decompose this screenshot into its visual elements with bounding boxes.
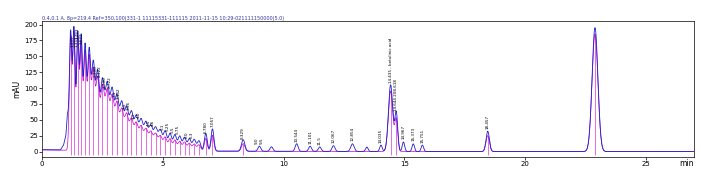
Text: 14.967: 14.967 xyxy=(402,125,405,140)
Text: 14.644 208.618: 14.644 208.618 xyxy=(394,79,398,111)
Text: 10.544: 10.544 xyxy=(294,128,299,142)
Text: 1.622: 1.622 xyxy=(79,32,83,44)
Text: 9.0
9.5: 9.0 9.5 xyxy=(255,137,264,144)
Text: 2.300
2.322: 2.300 2.322 xyxy=(93,65,102,77)
Text: 2.700
2.722: 2.700 2.722 xyxy=(103,76,111,88)
Text: 3.9
4.0: 3.9 4.0 xyxy=(132,112,140,119)
Text: 14.435 - betulinic acid: 14.435 - betulinic acid xyxy=(388,38,393,83)
Text: 5.5
5.75: 5.5 5.75 xyxy=(170,125,179,134)
Text: 5.1
5.25: 5.1 5.25 xyxy=(161,122,170,131)
Text: 12.067: 12.067 xyxy=(332,129,335,143)
Text: 1.339
1.351: 1.339 1.351 xyxy=(70,35,79,47)
Text: min: min xyxy=(679,159,694,168)
Text: 11.101: 11.101 xyxy=(308,130,312,144)
Text: 15.373: 15.373 xyxy=(411,127,415,141)
Text: 6.0
6.3: 6.0 6.3 xyxy=(185,131,193,138)
Text: 1.483: 1.483 xyxy=(76,27,80,38)
Text: 0.4,0.1 A. 8p=219.4 Ref=350,100(331-1 11115331-111115 2011-11-15 10:29-021111150: 0.4,0.1 A. 8p=219.4 Ref=350,100(331-1 11… xyxy=(42,16,284,21)
Text: 14.035: 14.035 xyxy=(379,129,383,143)
Text: 12.854: 12.854 xyxy=(350,127,355,141)
Text: 3.1
3.142: 3.1 3.142 xyxy=(113,88,121,100)
Text: 15.751: 15.751 xyxy=(421,129,424,143)
Text: 18.457: 18.457 xyxy=(486,115,490,129)
Text: 3.5
3.56: 3.5 3.56 xyxy=(122,101,131,110)
Y-axis label: mAU: mAU xyxy=(13,80,22,98)
Text: 11.5: 11.5 xyxy=(318,136,322,145)
Text: 4.5
4.6: 4.5 4.6 xyxy=(147,120,155,126)
Text: 8.329: 8.329 xyxy=(241,127,245,139)
Text: 7.057: 7.057 xyxy=(210,116,215,127)
Text: 6.780: 6.780 xyxy=(204,121,207,132)
